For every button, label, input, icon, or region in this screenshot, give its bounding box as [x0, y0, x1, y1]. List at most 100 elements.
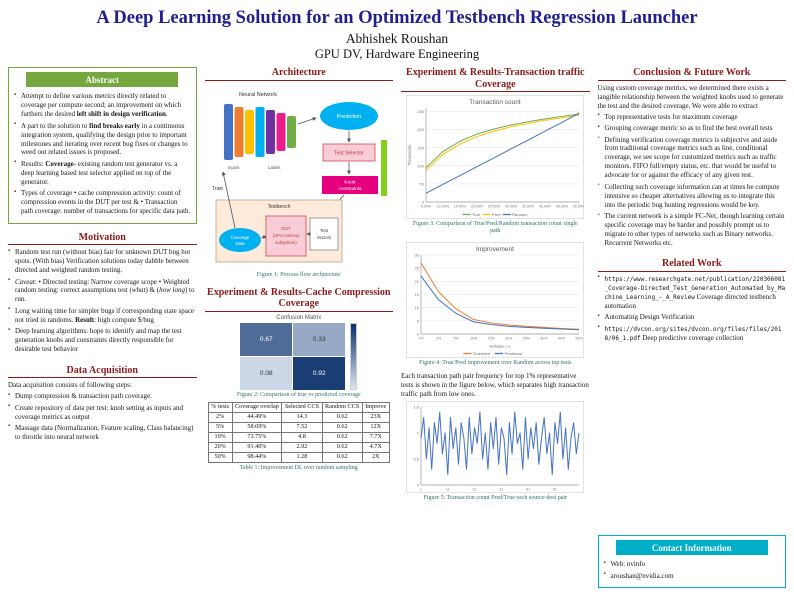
- bullet-item: Dump compression & transaction path cove…: [8, 392, 197, 401]
- svg-text:Improvement: Improvement: [476, 246, 514, 253]
- bullet-item: Massage data (Normalization, Feature sca…: [8, 423, 197, 442]
- bullet-item: Grouping coverage metric so as to find t…: [598, 124, 787, 133]
- related-work-text: Coverage directed testbench automation: [604, 292, 776, 310]
- table-header-row: % tests Coverage overlap Selected CCS Ra…: [207, 402, 390, 414]
- knob-constraints-label-1: Knob: [344, 179, 356, 185]
- svg-text:1.5: 1.5: [414, 404, 420, 409]
- bullet-item: A part to the solution to find breaks ea…: [14, 121, 191, 158]
- table-cell: 12X: [361, 422, 390, 433]
- abstract-bullet-list: Attempt to define various metrics direct…: [14, 92, 191, 216]
- table-cell: 14.3: [281, 412, 323, 424]
- green-bar: [380, 139, 387, 196]
- svg-text:25.00%: 25.00%: [488, 205, 501, 209]
- dut-label-1: DUT: [281, 226, 290, 231]
- conclusion-section: Conclusion & Future Work Using custom co…: [597, 67, 787, 250]
- figure5-caption: Figure 5: Transaction count Pred/True ea…: [423, 494, 568, 501]
- knob-constraints-box: [321, 175, 378, 194]
- svg-text:200: 200: [418, 127, 425, 132]
- dut-label-2: (GPU memory: [272, 233, 300, 238]
- related-work-link[interactable]: https://www.researchgate.net/publication…: [604, 275, 786, 301]
- table-row: 50% 98.44% 1.28 0.62 2X: [207, 451, 390, 463]
- table-cell: 23X: [361, 412, 390, 424]
- svg-text:15%: 15%: [488, 336, 496, 340]
- table-row: 5% 58.09% 7.52 0.62 12X: [207, 422, 390, 433]
- table-cell: 58.09%: [231, 422, 283, 433]
- related-work-text: Automating Design Verification: [604, 313, 695, 322]
- table-cell: 73.75%: [231, 431, 283, 443]
- data-acquisition-heading: Data Acquisition: [8, 365, 197, 379]
- column-4: Conclusion & Future Work Using custom co…: [597, 67, 787, 588]
- future-work-bullet-list: Defining verification coverage metrics i…: [598, 135, 787, 248]
- svg-text:30.00%: 30.00%: [505, 205, 518, 209]
- data-acquisition-intro: Data acquisition consists of following s…: [8, 381, 132, 390]
- prediction-label: Prediction: [337, 114, 361, 120]
- bullet-item: Caveat: • Directed testing: Narrow cover…: [8, 277, 197, 305]
- column-header: Improve: [361, 402, 390, 414]
- contact-item[interactable]: aroushan@nvidia.com: [604, 571, 781, 581]
- test-vectors-label-2: Vectors: [317, 235, 331, 240]
- figure2-caption: Figure 2: Comparison of true vs predicte…: [236, 391, 361, 398]
- svg-text:5%: 5%: [454, 336, 460, 340]
- bullet-item: Random test run (without bias) fair for …: [8, 248, 197, 275]
- table-cell: 7.52: [281, 422, 323, 433]
- svg-text:150: 150: [418, 146, 425, 151]
- bullet-item: Long waiting time for simpler bugs if co…: [8, 306, 197, 325]
- table-cell: 2.92: [281, 441, 323, 453]
- test-selector-label: Test Selector: [334, 150, 364, 156]
- bullet-item: The current network is a simple FC-Net, …: [598, 212, 787, 248]
- columns: Abstract Attempt to define various metri…: [8, 67, 786, 588]
- related-work-item: https://www.researchgate.net/publication…: [598, 274, 787, 311]
- table-cell: 20%: [207, 441, 233, 453]
- svg-text:5.00%: 5.00%: [421, 205, 432, 209]
- svg-text:50.00%: 50.00%: [573, 205, 584, 209]
- svg-text:15.00%: 15.00%: [454, 205, 467, 209]
- dut-box: [265, 215, 307, 257]
- svg-text:20.00%: 20.00%: [471, 205, 484, 209]
- table-cell: 0.62: [321, 441, 363, 453]
- svg-text:1%: 1%: [419, 336, 425, 340]
- related-work-section: Related Work https://www.researchgate.ne…: [597, 258, 787, 345]
- test-vectors-box: [309, 217, 339, 251]
- related-work-list: https://www.researchgate.net/publication…: [598, 274, 787, 343]
- svg-text:Pred/rand: Pred/rand: [505, 351, 523, 356]
- table-cell: 10%: [207, 431, 233, 443]
- heatmap-cell: 0.08: [240, 356, 293, 390]
- conclusion-heading: Conclusion & Future Work: [597, 67, 786, 81]
- svg-text:1: 1: [417, 430, 420, 435]
- table1-caption: Table 1: Improvement DL over random samp…: [239, 464, 358, 471]
- arrow: [221, 171, 236, 228]
- column-1: Abstract Attempt to define various metri…: [8, 67, 197, 588]
- table-cell: 0.62: [321, 451, 363, 463]
- neural-network-layers: [223, 103, 296, 160]
- table-cell: 98.44%: [231, 451, 283, 463]
- svg-text:45.00%: 45.00%: [556, 205, 569, 209]
- related-work-text: Deep predictive coverage collection: [642, 333, 744, 342]
- svg-text:5: 5: [417, 318, 420, 323]
- svg-text:True: True: [472, 212, 481, 217]
- related-work-link[interactable]: https://dvcon.org/sites/dvcon.org/files/…: [604, 325, 782, 342]
- conclusion-bullet-list: Top representative tests for maximum cov…: [598, 112, 787, 133]
- svg-text:Transaction count: Transaction count: [470, 99, 522, 106]
- svg-text:20%: 20%: [505, 336, 513, 340]
- svg-text:Thousands: Thousands: [407, 145, 412, 166]
- architecture-section: Architecture Neural Network: [204, 67, 393, 279]
- svg-text:30%: 30%: [541, 336, 549, 340]
- motivation-bullet-list: Random test run (without bias) fair for …: [8, 248, 197, 354]
- table-cell: 44.49%: [231, 412, 283, 424]
- data-acquisition-bullet-list: Dump compression & transaction path cove…: [8, 392, 197, 442]
- column-header: Selected CCS: [281, 402, 323, 414]
- svg-text:41: 41: [526, 487, 530, 491]
- svg-text:51: 51: [553, 487, 557, 491]
- poster-header: A Deep Learning Solution for an Optimize…: [8, 6, 786, 67]
- prediction-node: [319, 101, 378, 130]
- architecture-heading: Architecture: [204, 67, 393, 81]
- neural-network-label: Neural Network: [239, 92, 277, 98]
- heatmap-cell: 0.33: [293, 322, 346, 356]
- transaction-count-chart: Transaction count 0 50 100 150 200 250 5.00% 10.…: [406, 95, 585, 220]
- bullet-item: Collecting such coverage information can…: [598, 182, 787, 210]
- motivation-heading: Motivation: [8, 232, 197, 246]
- bullet-item: Deep learning algorithms: hope to identi…: [8, 327, 197, 354]
- svg-text:100: 100: [418, 164, 425, 169]
- svg-text:40%: 40%: [558, 336, 566, 340]
